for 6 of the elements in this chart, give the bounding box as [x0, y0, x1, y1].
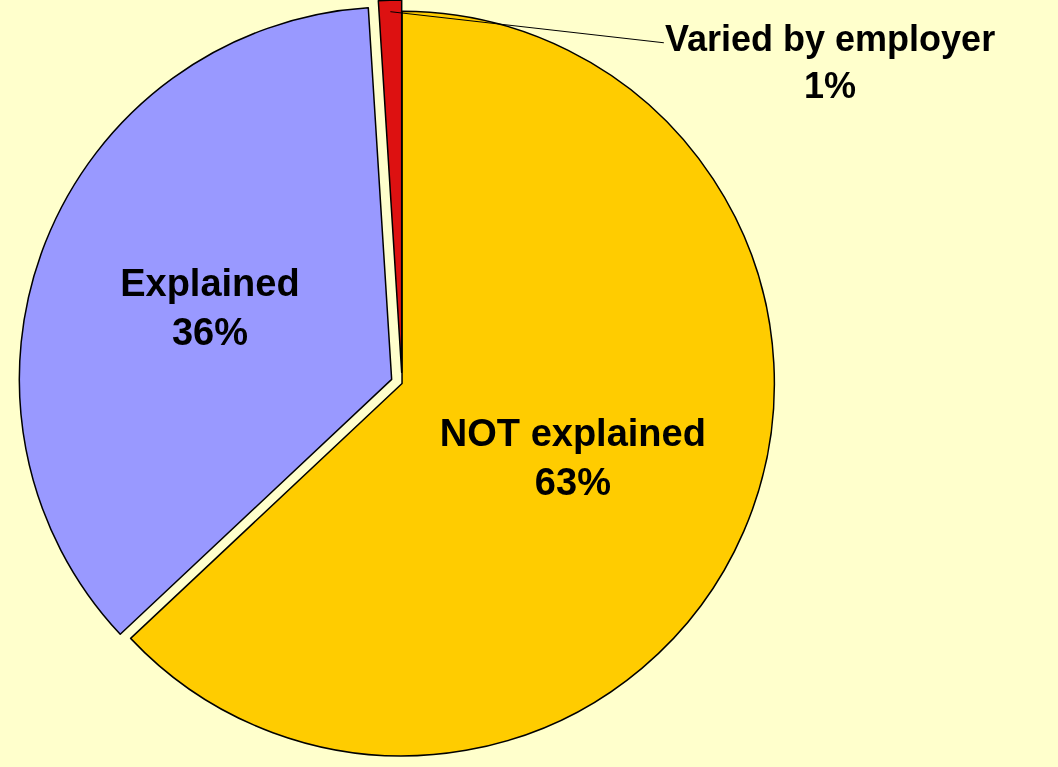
slice-label: Varied by employer [665, 18, 996, 59]
slice-label: Explained [120, 261, 300, 304]
data-label: 63% [534, 461, 611, 504]
slice-label: NOT explained [439, 411, 706, 454]
data-label: 36% [171, 311, 248, 354]
data-label: 1% [804, 64, 857, 106]
